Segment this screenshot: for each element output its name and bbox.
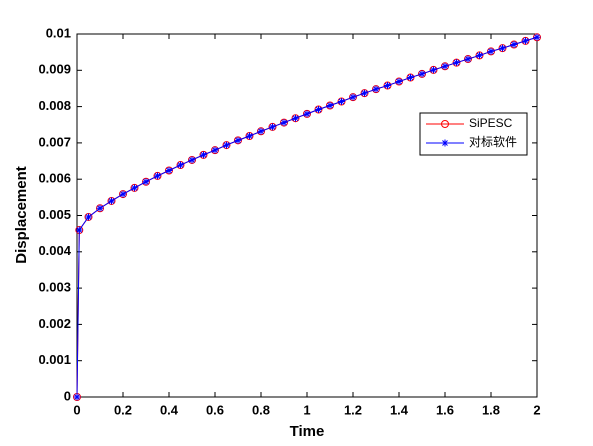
marker-star xyxy=(119,190,127,198)
legend-label: 对标软件 xyxy=(469,135,517,149)
legend: SiPESC 对标软件 xyxy=(419,112,528,156)
y-tick-label: 0.01 xyxy=(46,25,71,40)
y-tick-label: 0.002 xyxy=(38,316,71,331)
y-tick-label: 0.003 xyxy=(38,280,71,295)
y-tick-label: 0.009 xyxy=(38,62,71,77)
legend-label: SiPESC xyxy=(469,116,513,130)
x-tick-label: 1.6 xyxy=(436,402,454,417)
marker-star xyxy=(303,110,311,118)
y-tick-label: 0 xyxy=(64,388,71,403)
marker-star xyxy=(234,136,242,144)
y-tick-label: 0.008 xyxy=(38,98,71,113)
marker-star xyxy=(165,166,173,174)
y-tick-label: 0.007 xyxy=(38,134,71,149)
marker-star xyxy=(211,146,219,154)
marker-star xyxy=(73,393,81,401)
marker-star xyxy=(338,98,345,106)
marker-star xyxy=(200,151,207,159)
marker-star xyxy=(522,37,529,45)
x-tick-label: 1.2 xyxy=(344,402,362,417)
marker-star xyxy=(315,106,322,114)
marker-star xyxy=(441,62,449,70)
marker-star xyxy=(510,41,518,49)
marker-star xyxy=(280,119,288,127)
marker-star xyxy=(441,139,449,147)
marker-star xyxy=(349,93,357,101)
marker-star xyxy=(131,184,138,192)
marker-star xyxy=(85,213,92,221)
series-line xyxy=(76,36,538,398)
marker-star xyxy=(464,55,472,63)
marker-star xyxy=(96,204,104,212)
marker-star xyxy=(361,89,368,97)
legend-box xyxy=(419,112,528,156)
y-tick-label: 0.006 xyxy=(38,171,71,186)
marker-star xyxy=(476,51,483,59)
marker-star xyxy=(487,47,495,55)
marker-star xyxy=(188,156,196,164)
marker-star xyxy=(372,85,380,93)
marker-star xyxy=(453,59,460,67)
x-tick-label: 0.6 xyxy=(206,402,224,417)
y-axis-label: Displacement xyxy=(13,166,30,264)
marker-star xyxy=(269,123,276,131)
marker-star xyxy=(108,197,115,205)
x-tick-label: 1 xyxy=(303,402,310,417)
x-tick-label: 2 xyxy=(533,402,540,417)
marker-star xyxy=(257,127,265,135)
marker-star xyxy=(292,114,299,122)
marker-star xyxy=(326,102,334,110)
x-tick-label: 0 xyxy=(73,402,80,417)
marker-star xyxy=(154,172,161,180)
x-axis-label: Time xyxy=(290,423,325,440)
marker-circle xyxy=(441,120,449,128)
marker-star xyxy=(75,226,83,234)
x-tick-label: 0.4 xyxy=(160,402,179,417)
x-tick-label: 0.8 xyxy=(252,402,270,417)
x-tick-label: 1.4 xyxy=(390,402,409,417)
y-tick-label: 0.005 xyxy=(38,207,71,222)
plot-frame xyxy=(76,33,538,398)
marker-star xyxy=(418,70,426,78)
marker-star xyxy=(499,44,506,52)
marker-star xyxy=(384,82,391,90)
marker-star xyxy=(533,33,541,41)
marker-star xyxy=(246,132,253,140)
y-tick-label: 0.001 xyxy=(38,352,71,367)
marker-star xyxy=(395,78,403,86)
marker-star xyxy=(430,66,437,74)
marker-star xyxy=(223,141,230,149)
marker-star xyxy=(407,74,414,82)
y-tick-label: 0.004 xyxy=(38,243,71,258)
marker-star xyxy=(177,161,184,169)
x-tick-label: 0.2 xyxy=(114,402,132,417)
x-tick-label: 1.8 xyxy=(482,402,500,417)
marker-star xyxy=(142,178,150,186)
